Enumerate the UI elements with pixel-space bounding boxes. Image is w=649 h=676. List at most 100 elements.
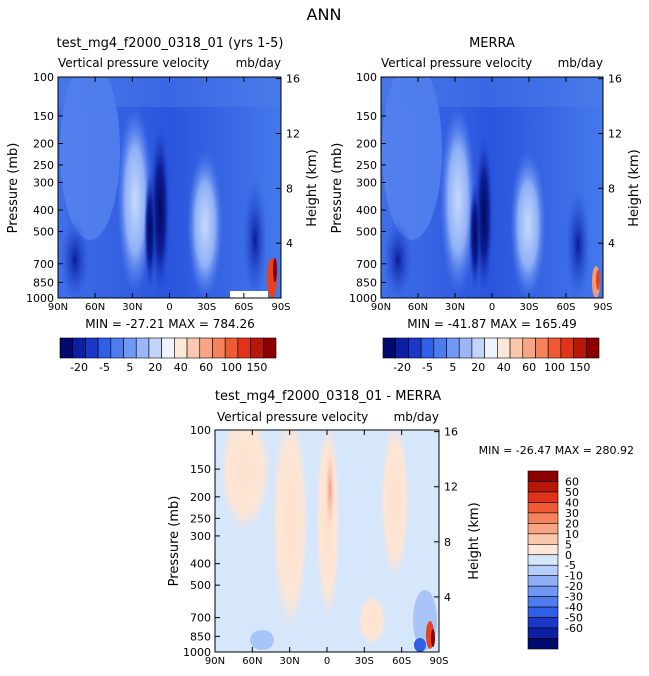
- colorbar-label: 5: [565, 538, 572, 551]
- y-tick-label: 500: [356, 225, 377, 238]
- y2-tick-label: 12: [286, 127, 300, 140]
- colorbar-label: -20: [565, 580, 583, 593]
- obs-stats: MIN = -41.87 MAX = 165.49: [407, 317, 577, 331]
- x-tick-label: 90S: [429, 656, 448, 667]
- x-tick-label: 30S: [519, 302, 538, 313]
- x-tick-label: 90N: [205, 656, 225, 667]
- y-tick-label: 700: [190, 612, 211, 625]
- model-field: [58, 77, 281, 298]
- colorbar-swatch: [382, 337, 397, 359]
- x-tick-label: 30S: [197, 302, 216, 313]
- y-tick-label: 150: [356, 110, 377, 123]
- colorbar-swatch: [85, 337, 99, 359]
- colorbar-swatch: [123, 337, 137, 359]
- model-stats: MIN = -27.21 MAX = 784.26: [85, 317, 255, 331]
- y2-tick-label: 4: [286, 237, 293, 250]
- diff-subtitle-left: Vertical pressure velocity: [217, 410, 368, 424]
- y-tick-label: 850: [190, 630, 211, 643]
- colorbar-label: 60: [565, 475, 579, 488]
- colorbar-swatch: [497, 337, 511, 359]
- colorbar-label: 60: [522, 361, 536, 374]
- colorbar-label: 5: [449, 361, 456, 374]
- colorbar-swatch: [458, 337, 473, 359]
- colorbar-swatch: [212, 337, 226, 359]
- colorbar-swatch: [527, 617, 559, 629]
- y-tick-label: 700: [356, 258, 377, 271]
- colorbar-swatch: [471, 337, 485, 359]
- colorbar-label: 30: [565, 507, 579, 520]
- colorbar-label: -5: [99, 361, 110, 374]
- colorbar-label: 0: [565, 549, 572, 562]
- x-tick-label: 0: [489, 302, 495, 313]
- colorbar-swatch: [59, 337, 74, 359]
- diff-field: [215, 430, 439, 652]
- y-tick-label: 250: [33, 159, 54, 172]
- colorbar-label: -40: [565, 601, 583, 614]
- y2-tick-label: 16: [286, 73, 300, 86]
- colorbar-swatch: [408, 337, 422, 359]
- colorbar-label: 20: [148, 361, 162, 374]
- colorbar-swatch: [527, 627, 559, 639]
- model-y-axis: 100 150 200 250 300 400 500 700 850 1000: [26, 71, 63, 305]
- colorbar-label: 100: [544, 361, 565, 374]
- colorbar-swatch: [527, 502, 559, 514]
- x-tick-label: 60S: [234, 302, 253, 313]
- diff-title: test_mg4_f2000_0318_01 - MERRA: [215, 389, 441, 404]
- colorbar-swatch: [509, 337, 524, 359]
- obs-y2-axis: 16 12 8 4: [598, 73, 622, 250]
- colorbar-label: 150: [246, 361, 267, 374]
- colorbar-swatch: [527, 638, 559, 650]
- page-title: ANN: [307, 5, 342, 24]
- y-tick-label: 400: [33, 204, 54, 217]
- y-tick-label: 850: [356, 276, 377, 289]
- model-panel: test_mg4_f2000_0318_01 (yrs 1-5) Vertica…: [6, 36, 320, 374]
- colorbar-label: -10: [565, 570, 583, 583]
- colorbar-swatch: [527, 585, 559, 597]
- y-tick-label: 100: [190, 424, 211, 437]
- diff-y2label: Height (km): [467, 502, 482, 579]
- model-subtitle-right: mb/day: [236, 56, 281, 70]
- obs-panel: MERRA Vertical pressure velocity mb/day …: [330, 36, 642, 374]
- colorbar-label: 60: [199, 361, 213, 374]
- diff-x-axis: 90N 60N 30N 0 30S 60S 90S: [205, 430, 449, 667]
- y-tick-label: 200: [190, 491, 211, 504]
- colorbar-swatch: [527, 606, 559, 618]
- x-tick-label: 90N: [371, 302, 391, 313]
- y-tick-label: 400: [190, 558, 211, 571]
- colorbar-swatch: [527, 596, 559, 608]
- colorbar-label: -5: [565, 559, 576, 572]
- x-tick-label: 0: [166, 302, 172, 313]
- colorbar-swatch: [97, 337, 112, 359]
- y-tick-label: 400: [356, 204, 377, 217]
- diff-stats: MIN = -26.47 MAX = 280.92: [479, 444, 634, 457]
- y2-tick-label: 12: [608, 127, 622, 140]
- colorbar-swatch: [484, 337, 498, 359]
- colorbar-label: 40: [174, 361, 188, 374]
- obs-field: [381, 77, 603, 298]
- y2-tick-label: 8: [286, 182, 293, 195]
- x-tick-label: 90N: [48, 302, 68, 313]
- model-title: test_mg4_f2000_0318_01 (yrs 1-5): [57, 36, 284, 51]
- colorbar-swatch: [262, 337, 277, 359]
- colorbar-label: 100: [221, 361, 242, 374]
- obs-title: MERRA: [469, 36, 515, 51]
- colorbar-swatch: [547, 337, 562, 359]
- y-tick-label: 300: [356, 176, 377, 189]
- colorbar-swatch: [174, 337, 188, 359]
- colorbar-label: 150: [569, 361, 590, 374]
- diff-subtitle-right: mb/day: [394, 410, 439, 424]
- model-y2-axis: 16 12 8 4: [276, 73, 300, 250]
- colorbar-swatch: [527, 543, 559, 556]
- y2-tick-label: 12: [444, 481, 458, 494]
- model-colorbar: -20 -5 5 20 40 60 100 150: [59, 337, 277, 374]
- model-subtitle-left: Vertical pressure velocity: [58, 56, 209, 70]
- colorbar-label: 40: [497, 361, 511, 374]
- colorbar-swatch: [420, 337, 435, 359]
- colorbar-swatch: [535, 337, 549, 359]
- colorbar-label: -60: [565, 622, 583, 635]
- y2-tick-label: 16: [608, 73, 622, 86]
- obs-x-axis: 90N 60N 30N 0 30S 60S 90S: [371, 77, 613, 313]
- colorbar-label: 20: [565, 517, 579, 530]
- y2-tick-label: 8: [608, 182, 615, 195]
